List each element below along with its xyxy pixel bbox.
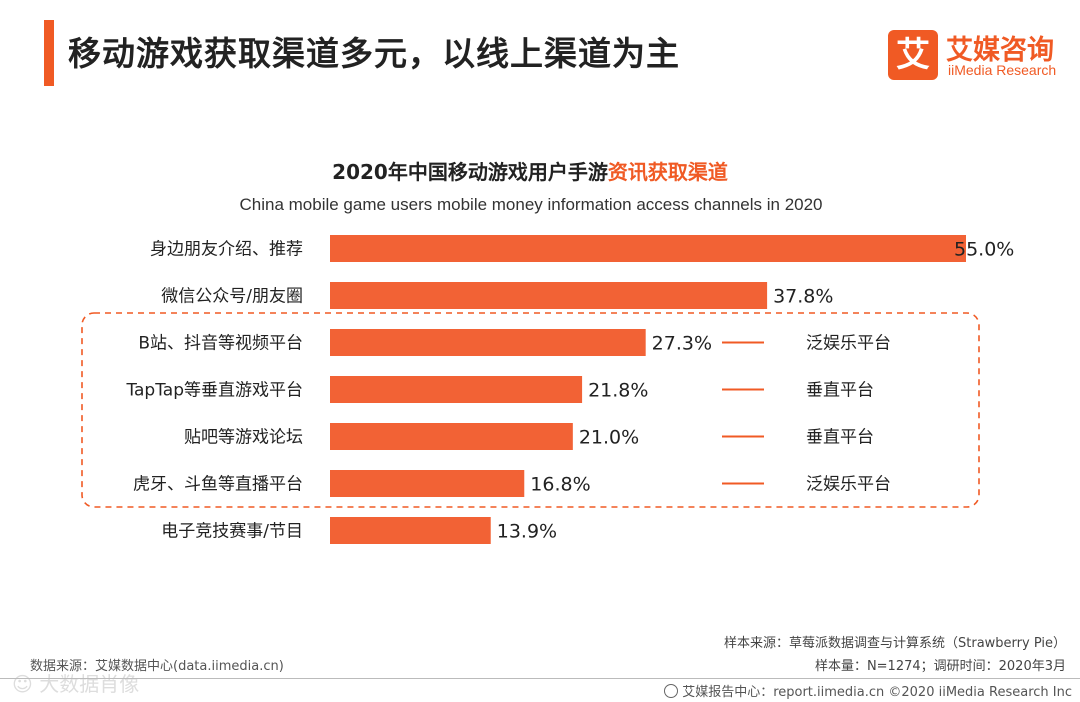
value-label: 27.3% (652, 333, 712, 355)
sample-info: 样本量：N=1274；调研时间：2020年3月 (814, 659, 1066, 674)
value-label: 21.8% (588, 380, 648, 402)
chart-title-prefix: 2020年中国移动游戏用户手游 (332, 160, 608, 184)
bar (330, 329, 646, 356)
category-label: 电子竞技赛事/节目 (161, 521, 303, 542)
bar (330, 470, 525, 497)
logo-cn-text: 艾媒咨询 (946, 35, 1054, 66)
chart-title-highlight: 资讯获取渠道 (607, 160, 728, 184)
annotation-label: 垂直平台 (806, 381, 874, 401)
iimedia-logo: 艾 艾媒咨询 iiMedia Research (888, 28, 1068, 84)
category-label: 虎牙、斗鱼等直播平台 (133, 475, 303, 495)
data-source: 数据来源：艾媒数据中心(data.iimedia.cn) (30, 659, 284, 674)
report-center: 艾媒报告中心：report.iimedia.cn ©2020 iiMedia R… (664, 681, 1072, 700)
bar-chart: 身边朋友介绍、推荐 55.0% 微信公众号/朋友圈 37.8% B站、抖音等视频平台 27… (81, 235, 1014, 544)
logo-mark: 艾 (888, 30, 938, 80)
category-label: 微信公众号/朋友圈 (161, 287, 303, 307)
value-label: 16.8% (530, 474, 590, 496)
category-label: 身边朋友介绍、推荐 (150, 240, 303, 260)
value-label: 21.0% (579, 427, 639, 449)
bar (330, 235, 966, 262)
report-center-text: 艾媒报告中心：report.iimedia.cn ©2020 iiMedia R… (682, 685, 1072, 700)
bar (330, 517, 491, 544)
bar (330, 282, 768, 309)
category-label: TapTap等垂直游戏平台 (125, 381, 303, 401)
sample-source: 样本来源：草莓派数据调查与计算系统（Strawberry Pie） (724, 636, 1066, 651)
highlight-group-box (81, 312, 980, 508)
chart-title: 2020年中国移动游戏用户手游资讯获取渠道 (0, 156, 1060, 185)
globe-icon (664, 684, 679, 698)
bar (330, 376, 583, 403)
category-label: B站、抖音等视频平台 (138, 334, 303, 354)
chart-subtitle: China mobile game users mobile money inf… (239, 195, 823, 214)
annotation-label: 泛娱乐平台 (806, 475, 891, 495)
annotation-label: 垂直平台 (806, 428, 874, 448)
bar (330, 423, 573, 450)
title-accent-bar (44, 20, 54, 86)
value-label: 55.0% (954, 239, 1014, 261)
logo-en-text: iiMedia Research (948, 62, 1057, 78)
page-title: 移动游戏获取渠道多元，以线上渠道为主 (68, 34, 680, 73)
footer-divider (0, 678, 1080, 679)
value-label: 13.9% (497, 521, 557, 543)
value-label: 37.8% (773, 286, 833, 308)
annotation-label: 泛娱乐平台 (806, 334, 891, 354)
category-label: 贴吧等游戏论坛 (184, 428, 303, 448)
watermark-logo: ☺ 大数据肖像 (12, 672, 140, 696)
